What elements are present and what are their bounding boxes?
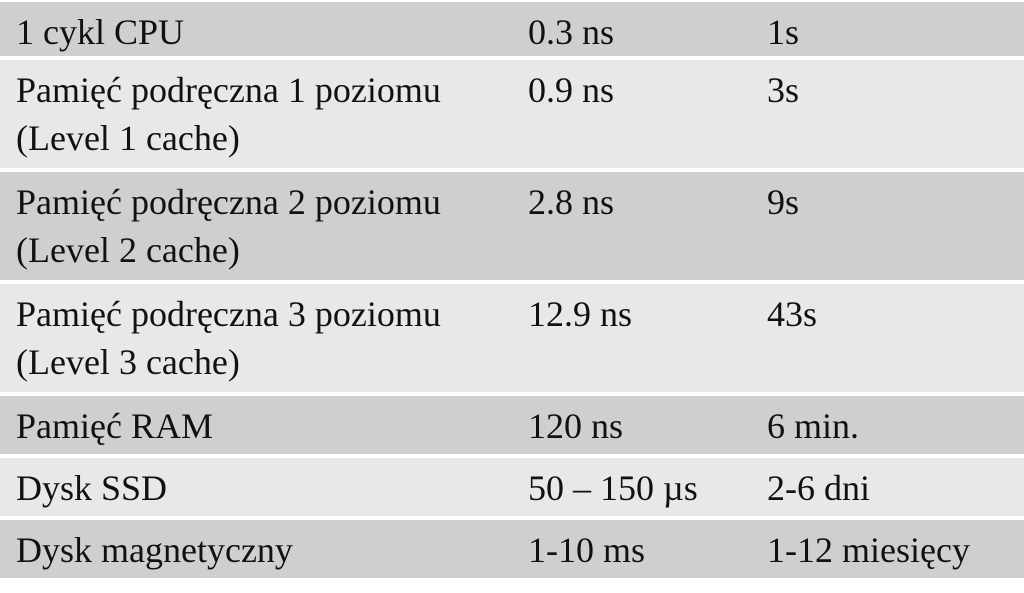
component-name-cell: Pamięć podręczna 1 poziomu (Level 1 cach… (0, 60, 512, 168)
component-name-cell: Pamięć RAM (0, 396, 512, 454)
scaled-time-cell: 2-6 dni (751, 458, 1024, 516)
component-name-cell: 1 cykl CPU (0, 2, 512, 56)
scaled-time-cell: 9s (751, 172, 1024, 280)
scaled-time-cell: 3s (751, 60, 1024, 168)
latency-cell: 120 ns (512, 396, 751, 454)
scaled-time-cell: 43s (751, 284, 1024, 392)
component-name-cell: Pamięć podręczna 2 poziomu (Level 2 cach… (0, 172, 512, 280)
table-row: Pamięć RAM 120 ns 6 min. (0, 396, 1024, 454)
scaled-time-cell: 1-12 miesięcy (751, 520, 1024, 578)
component-name-cell: Pamięć podręczna 3 poziomu (Level 3 cach… (0, 284, 512, 392)
table-row: Pamięć podręczna 2 poziomu (Level 2 cach… (0, 172, 1024, 280)
component-name-cell: Dysk magnetyczny (0, 520, 512, 578)
scaled-time-cell: 1s (751, 2, 1024, 56)
table-row: Dysk magnetyczny 1-10 ms 1-12 miesięcy (0, 520, 1024, 578)
scaled-time-cell: 6 min. (751, 396, 1024, 454)
latency-cell: 0.3 ns (512, 2, 751, 56)
latency-cell: 50 – 150 µs (512, 458, 751, 516)
latency-cell: 12.9 ns (512, 284, 751, 392)
table-row: Dysk SSD 50 – 150 µs 2-6 dni (0, 458, 1024, 516)
table-row: Pamięć podręczna 1 poziomu (Level 1 cach… (0, 60, 1024, 168)
latency-cell: 1-10 ms (512, 520, 751, 578)
latency-cell: 0.9 ns (512, 60, 751, 168)
table-row: 1 cykl CPU 0.3 ns 1s (0, 2, 1024, 56)
component-name-cell: Dysk SSD (0, 458, 512, 516)
table-row: Pamięć podręczna 3 poziomu (Level 3 cach… (0, 284, 1024, 392)
latency-cell: 2.8 ns (512, 172, 751, 280)
